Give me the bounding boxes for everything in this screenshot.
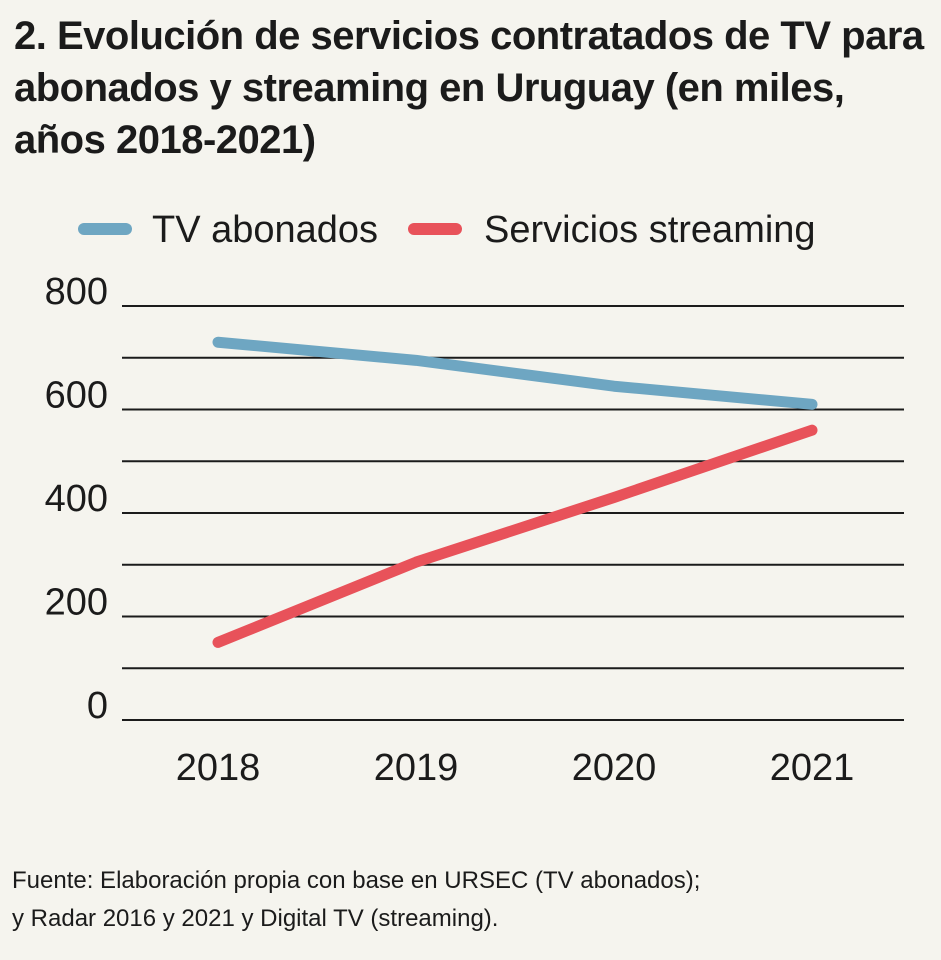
series-lines xyxy=(212,336,818,648)
y-tick-label: 0 xyxy=(87,685,108,727)
gridlines xyxy=(122,305,904,721)
source-note: Fuente: Elaboración propia con base en U… xyxy=(12,862,912,938)
y-tick-label: 600 xyxy=(45,375,108,417)
y-tick-label: 400 xyxy=(45,478,108,520)
series-line-2 xyxy=(212,424,818,648)
x-tick-label: 2020 xyxy=(572,747,657,789)
y-axis-tick-labels: 0 200 400 600 800 xyxy=(45,271,108,727)
x-tick-label: 2018 xyxy=(176,747,261,789)
series-line-1 xyxy=(212,336,818,410)
y-tick-label: 800 xyxy=(45,271,108,313)
x-tick-label: 2019 xyxy=(374,747,459,789)
chart-title: 2. Evolución de servicios contratados de… xyxy=(14,14,924,162)
source-line-2: y Radar 2016 y 2021 y Digital TV (stream… xyxy=(12,905,499,932)
y-tick-label: 200 xyxy=(45,582,108,624)
x-tick-label: 2021 xyxy=(770,747,855,789)
x-axis-tick-labels: 2018 2019 2020 2021 xyxy=(176,747,855,789)
legend-label-1: TV abonados xyxy=(152,209,378,251)
source-line-1: Fuente: Elaboración propia con base en U… xyxy=(12,867,701,894)
line-chart: TV abonados Servicios streaming 0 200 400 60… xyxy=(45,209,904,789)
legend-label-2: Servicios streaming xyxy=(484,209,816,251)
legend: TV abonados Servicios streaming xyxy=(78,209,816,251)
